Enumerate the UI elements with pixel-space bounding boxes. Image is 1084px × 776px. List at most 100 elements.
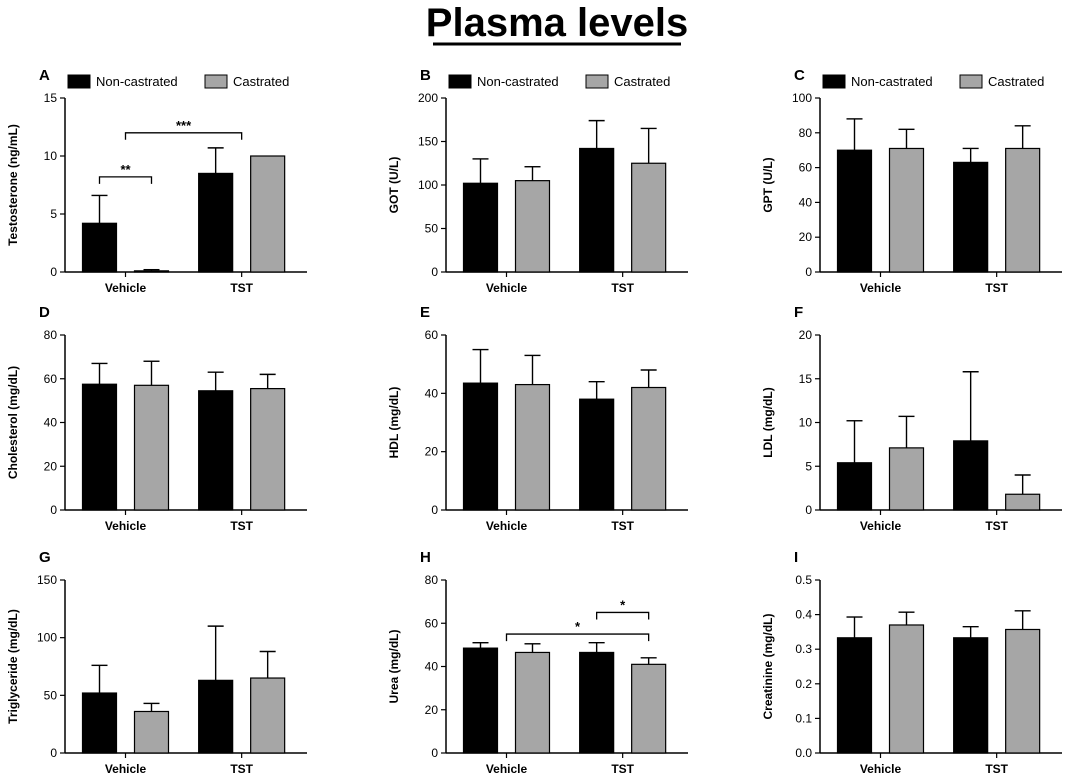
y-tick-label: 100: [792, 91, 812, 105]
y-tick-label: 10: [44, 149, 58, 163]
panel-label: D: [39, 304, 50, 321]
bar-castrated: [631, 663, 667, 754]
legend-label-castrated: Castrated: [233, 74, 289, 89]
y-tick-label: 40: [799, 195, 813, 209]
y-tick-label: 150: [37, 573, 57, 587]
x-category-label: Vehicle: [486, 281, 528, 295]
y-tick-label: 0: [431, 503, 438, 517]
panel-b: B 0 50 100 150 200 GOT (U/L) Vehicle TST Non-cast…: [387, 67, 688, 295]
y-tick-label: 40: [425, 660, 439, 674]
significance-bracket: [596, 611, 650, 620]
x-category-label: Vehicle: [860, 281, 902, 295]
bar-castrated: [888, 624, 925, 754]
y-axis-label: Urea (mg/dL): [387, 629, 401, 703]
y-tick-label: 50: [44, 688, 58, 702]
y-axis-label: Testosterone (ng/mL): [6, 124, 20, 246]
panel-c: C 0 20 40 60 80 100 GPT (U/L) Vehicle TST Non-cast…: [761, 67, 1062, 295]
x-category-label: TST: [230, 762, 253, 776]
panel-label: H: [420, 549, 431, 566]
legend-swatch-castrated: [585, 74, 609, 89]
legend-label-non-castrated: Non-castrated: [851, 74, 933, 89]
bar-non-castrated: [836, 637, 873, 754]
legend-swatch-castrated: [959, 74, 983, 89]
legend-swatch-non-castrated: [822, 74, 846, 89]
y-tick-label: 0: [431, 746, 438, 760]
panel-label: I: [794, 549, 798, 566]
y-tick-label: 0: [431, 265, 438, 279]
y-axis-label: HDL (mg/dL): [387, 387, 401, 459]
x-category-label: Vehicle: [486, 762, 528, 776]
significance-label: *: [620, 597, 626, 612]
bar-non-castrated: [836, 149, 873, 273]
panel-label: F: [794, 304, 803, 321]
y-tick-label: 0: [50, 265, 57, 279]
bar-non-castrated: [579, 651, 615, 754]
bar-castrated: [133, 710, 170, 754]
y-axis-label: Triglyceride (mg/dL): [6, 609, 20, 724]
bar-non-castrated: [81, 222, 118, 273]
y-tick-label: 0: [805, 265, 812, 279]
bar-castrated: [133, 270, 170, 273]
y-tick-label: 15: [799, 372, 813, 386]
y-tick-label: 80: [799, 126, 813, 140]
y-tick-label: 0: [805, 503, 812, 517]
bar-non-castrated: [198, 679, 234, 754]
figure-title: Plasma levels: [426, 1, 688, 45]
y-tick-label: 100: [37, 631, 57, 645]
y-tick-label: 60: [799, 161, 813, 175]
y-tick-label: 0.3: [795, 642, 812, 656]
bar-castrated: [888, 147, 925, 273]
legend-label-non-castrated: Non-castrated: [96, 74, 178, 89]
bar-non-castrated: [81, 383, 118, 511]
y-tick-label: 20: [44, 459, 58, 473]
y-tick-label: 10: [799, 416, 813, 430]
bar-non-castrated: [953, 440, 989, 511]
bar-non-castrated: [579, 147, 615, 273]
y-tick-label: 40: [425, 386, 439, 400]
y-axis-label: Creatinine (mg/dL): [761, 613, 775, 719]
bar-castrated: [631, 162, 667, 273]
y-axis-label: GOT (U/L): [387, 157, 401, 214]
x-category-label: TST: [985, 762, 1008, 776]
x-category-label: TST: [985, 519, 1008, 533]
y-tick-label: 0.2: [795, 677, 812, 691]
panel-label: A: [39, 67, 50, 84]
bar-castrated: [514, 180, 551, 273]
panel-g: G 0 50 100 150 Triglyceride (mg/dL) Vehicle TST: [6, 549, 307, 776]
bar-non-castrated: [198, 390, 234, 511]
significance-label: *: [575, 619, 581, 634]
bar-castrated: [1005, 147, 1041, 273]
significance-label: ***: [176, 118, 192, 133]
panel-label: B: [420, 67, 431, 84]
x-category-label: Vehicle: [486, 519, 528, 533]
y-tick-label: 20: [425, 703, 439, 717]
y-tick-label: 0.5: [795, 573, 812, 587]
bar-non-castrated: [198, 172, 234, 273]
panel-label: G: [39, 549, 51, 566]
x-category-label: Vehicle: [860, 519, 902, 533]
panel-e: E 0 20 40 60 HDL (mg/dL) Vehicle TST: [387, 304, 688, 533]
y-axis-label: Cholesterol (mg/dL): [6, 366, 20, 479]
bar-castrated: [1005, 628, 1041, 754]
significance-bracket: [505, 633, 650, 642]
bar-non-castrated: [579, 398, 615, 511]
x-category-label: TST: [985, 281, 1008, 295]
x-category-label: TST: [611, 281, 634, 295]
y-axis-label: GPT (U/L): [761, 157, 775, 212]
significance-label: **: [120, 162, 131, 177]
y-tick-label: 200: [418, 91, 438, 105]
y-axis-label: LDL (mg/dL): [761, 387, 775, 457]
y-tick-label: 40: [44, 416, 58, 430]
bar-non-castrated: [462, 182, 499, 273]
y-tick-label: 60: [425, 616, 439, 630]
bar-castrated: [1005, 493, 1041, 511]
y-tick-label: 15: [44, 91, 58, 105]
y-tick-label: 5: [50, 207, 57, 221]
bar-non-castrated: [953, 637, 989, 754]
x-category-label: TST: [611, 762, 634, 776]
legend-swatch-non-castrated: [448, 74, 472, 89]
y-tick-label: 60: [425, 328, 439, 342]
panel-f: F 0 5 10 15 20 LDL (mg/dL) Vehicle TST: [761, 304, 1062, 533]
